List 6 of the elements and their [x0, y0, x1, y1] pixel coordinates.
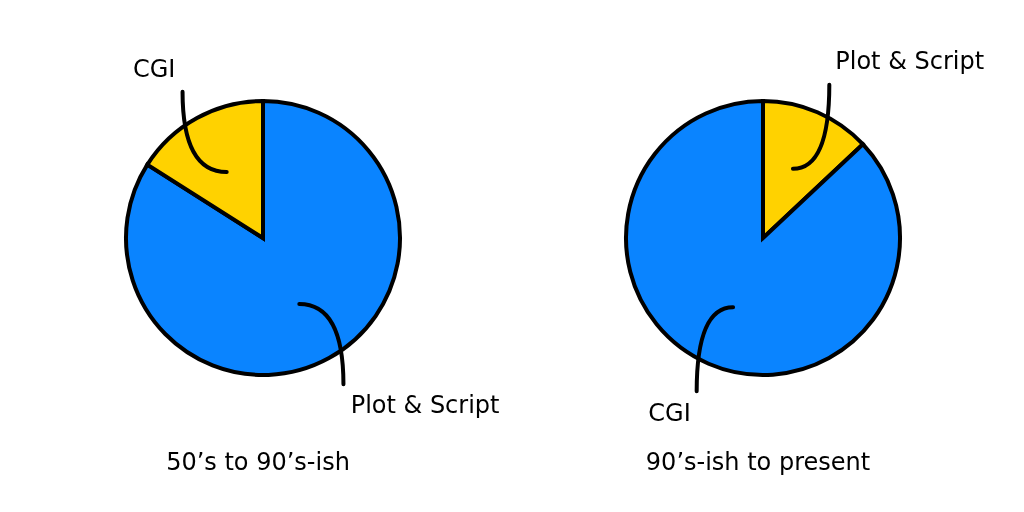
text: 50’s to 90’s-ish	[166, 448, 350, 476]
text: 90’s-ish to present	[645, 448, 871, 476]
slice-label: Plot & Script	[835, 46, 985, 75]
slice-label: Plot & Script	[350, 391, 500, 420]
slice-label: CGI	[132, 54, 176, 83]
slice-label: CGI	[648, 399, 691, 428]
